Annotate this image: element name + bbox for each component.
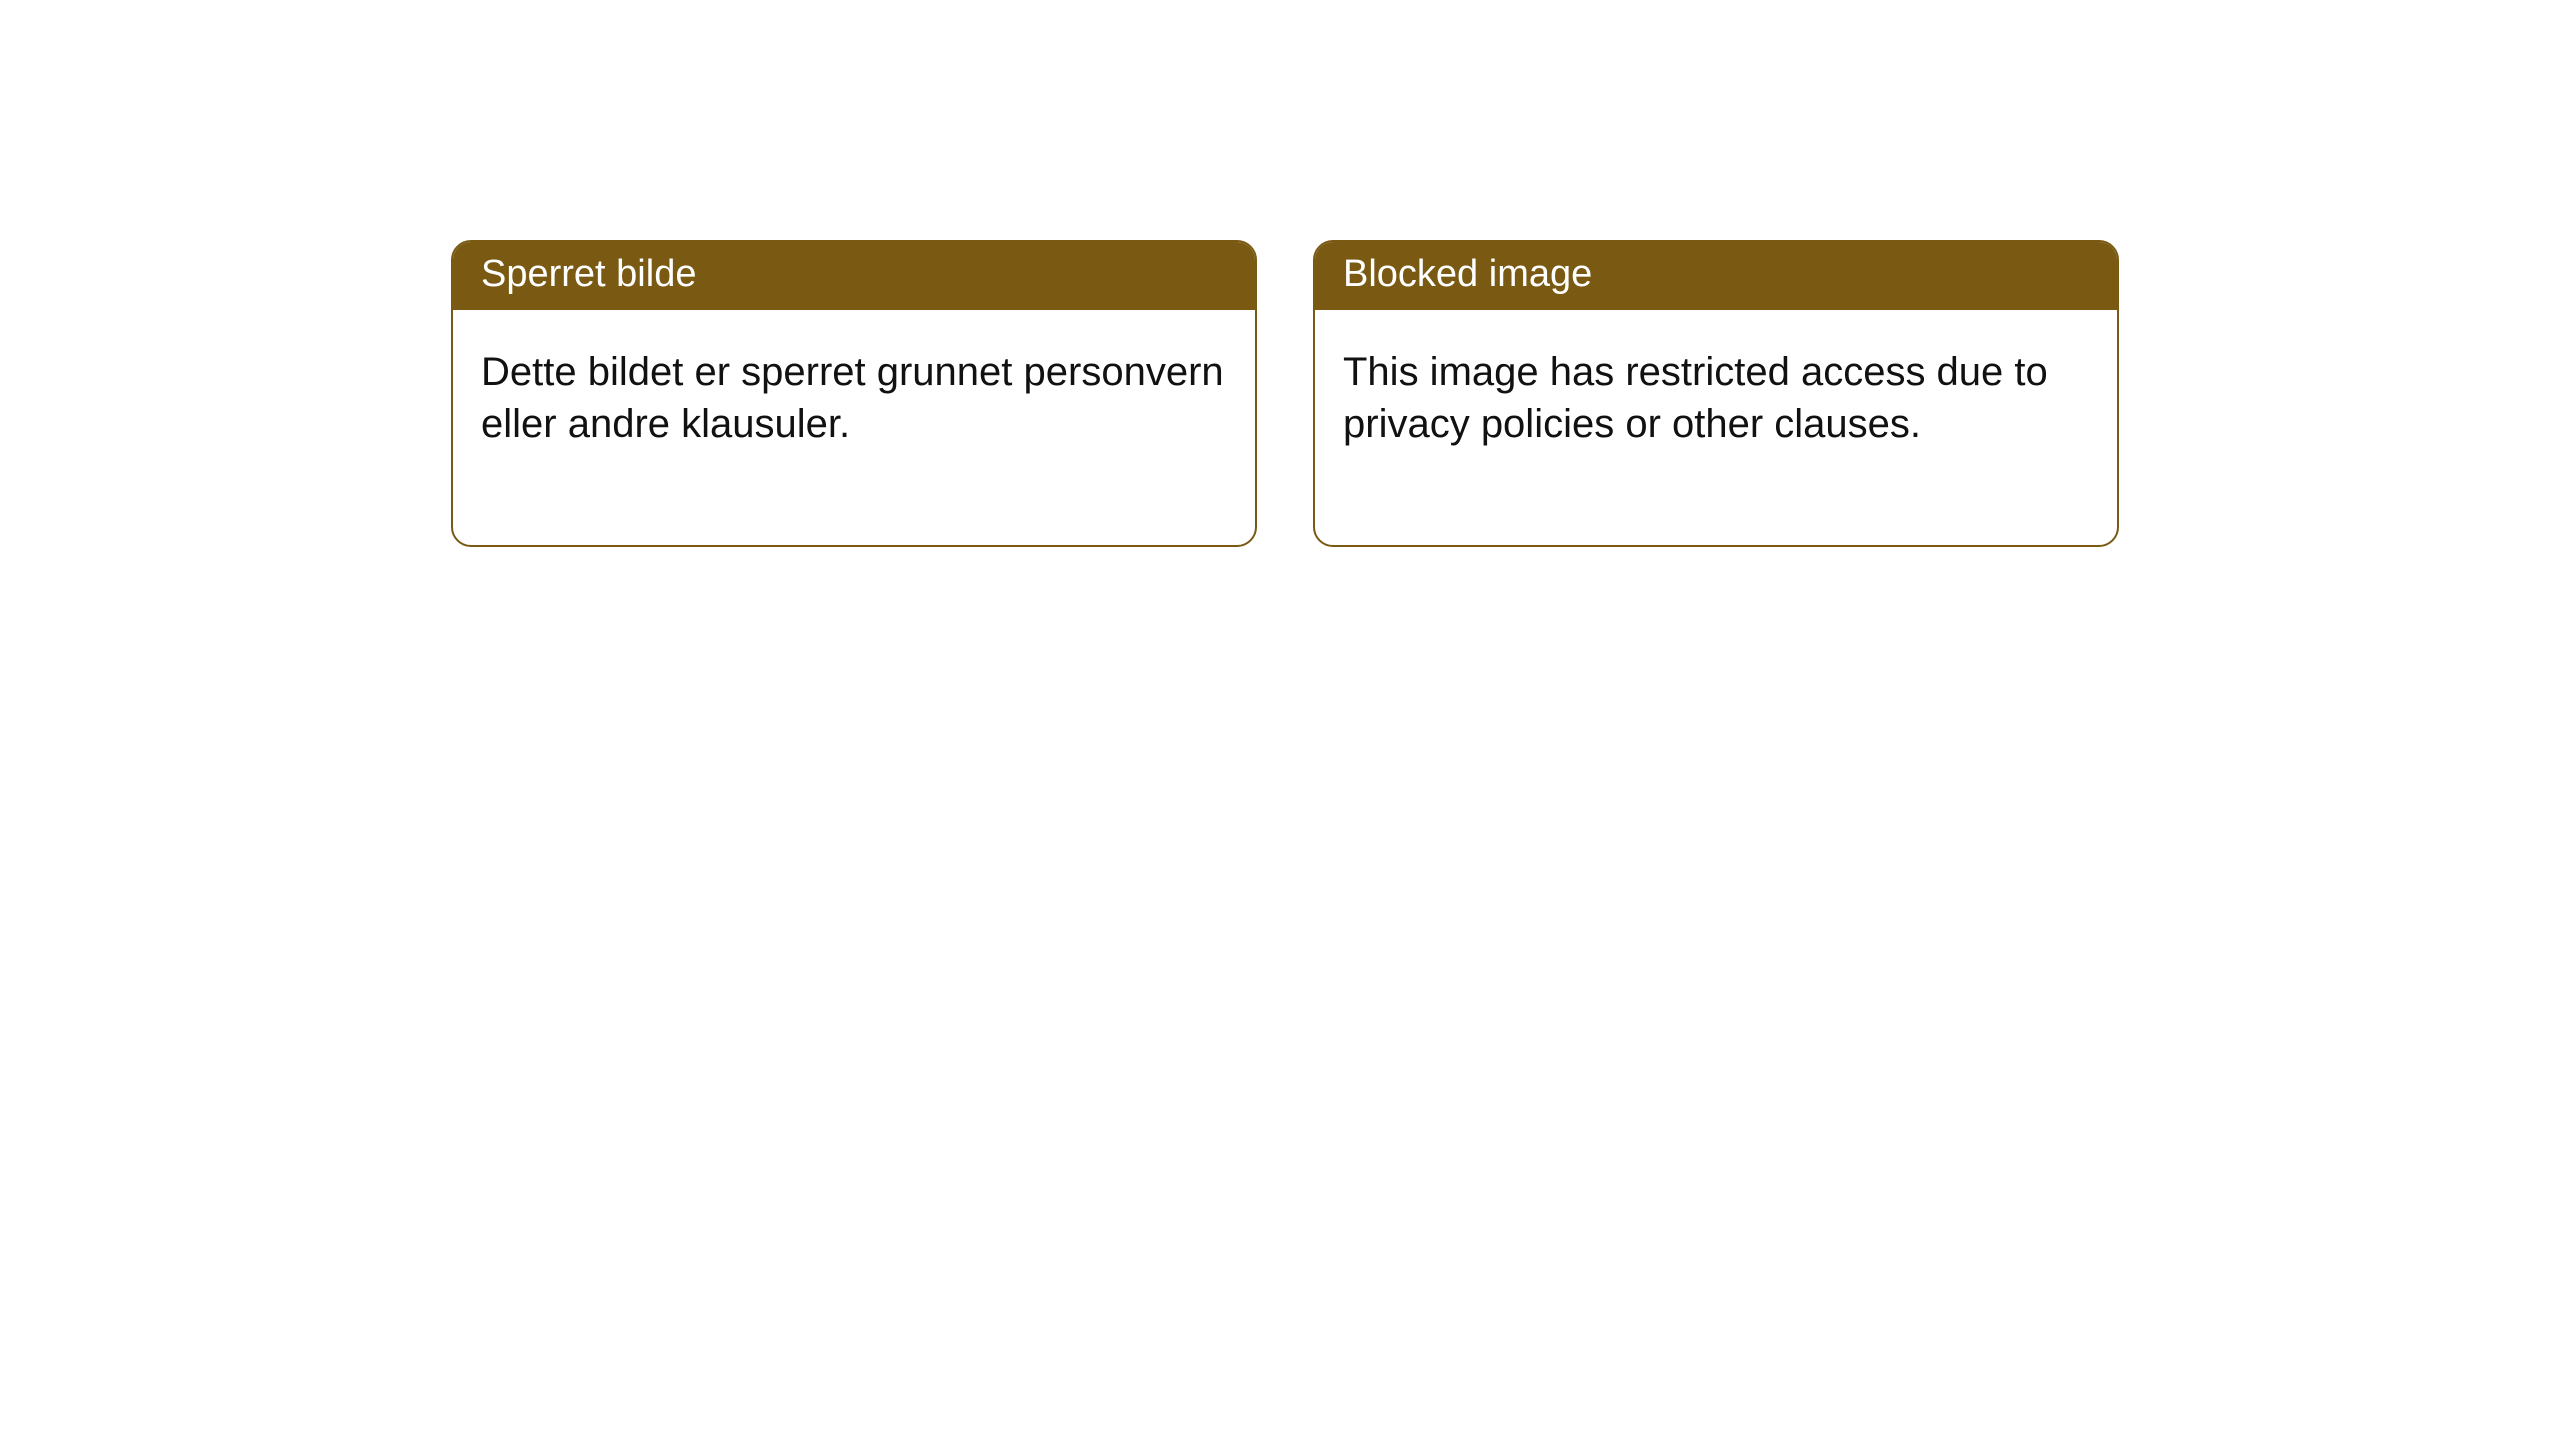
panel-left-body: Dette bildet er sperret grunnet personve… (453, 310, 1255, 545)
panel-right-header: Blocked image (1315, 242, 2117, 310)
panel-right: Blocked image This image has restricted … (1313, 240, 2119, 547)
panels-container: Sperret bilde Dette bildet er sperret gr… (451, 240, 2119, 547)
panel-right-body: This image has restricted access due to … (1315, 310, 2117, 545)
panel-left: Sperret bilde Dette bildet er sperret gr… (451, 240, 1257, 547)
panel-left-header: Sperret bilde (453, 242, 1255, 310)
